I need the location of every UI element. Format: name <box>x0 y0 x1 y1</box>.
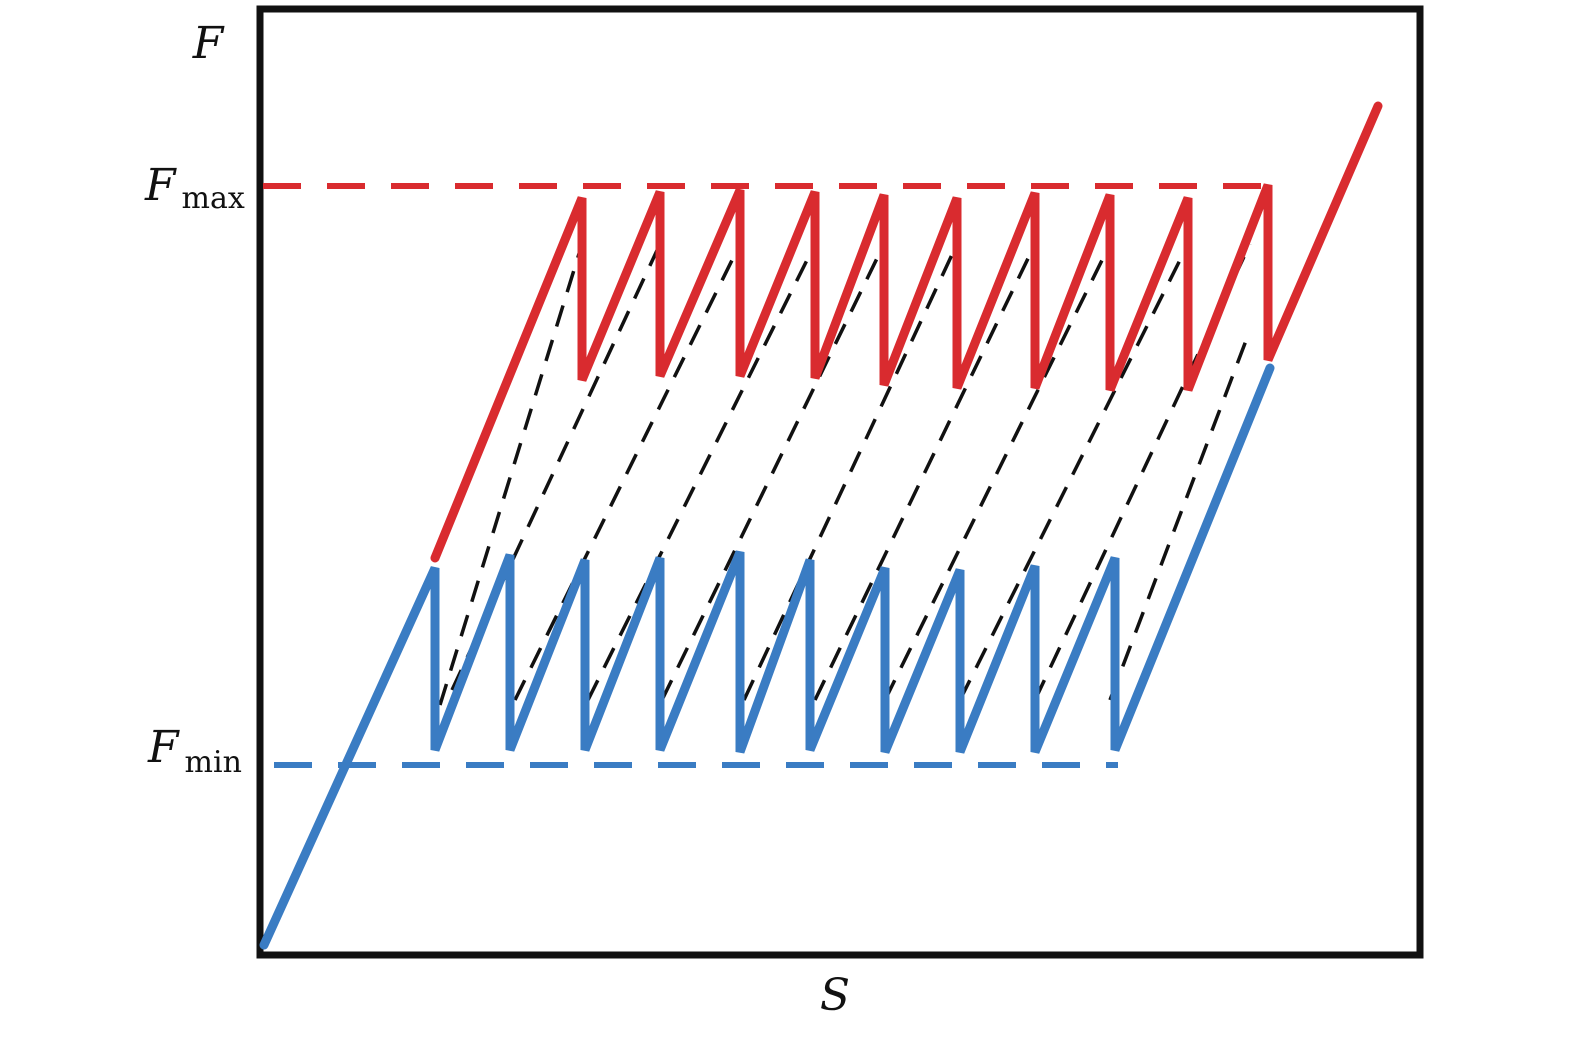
dashed-link <box>1108 329 1252 701</box>
dashed-link <box>660 243 886 701</box>
fmin-label-main: F <box>147 722 180 773</box>
dashed-link <box>1033 243 1252 701</box>
dashed-link <box>513 243 742 701</box>
dashed-link <box>742 243 959 701</box>
dashed-link <box>813 243 1037 701</box>
dashed-link <box>883 243 1112 701</box>
fmax-label-main: F <box>144 160 177 211</box>
upper-curve <box>430 101 1383 563</box>
dashed-links <box>438 243 1252 706</box>
dashed-link <box>438 243 584 706</box>
y-axis-label: F <box>192 18 225 69</box>
fmax-label-sub: max <box>182 181 245 216</box>
fmin-label-sub: min <box>185 745 242 780</box>
plot-frame <box>256 5 1424 959</box>
dashed-link <box>958 243 1190 701</box>
x-axis-label: S <box>820 970 850 1021</box>
lower-curve <box>259 363 1275 950</box>
dashed-link <box>586 243 817 701</box>
